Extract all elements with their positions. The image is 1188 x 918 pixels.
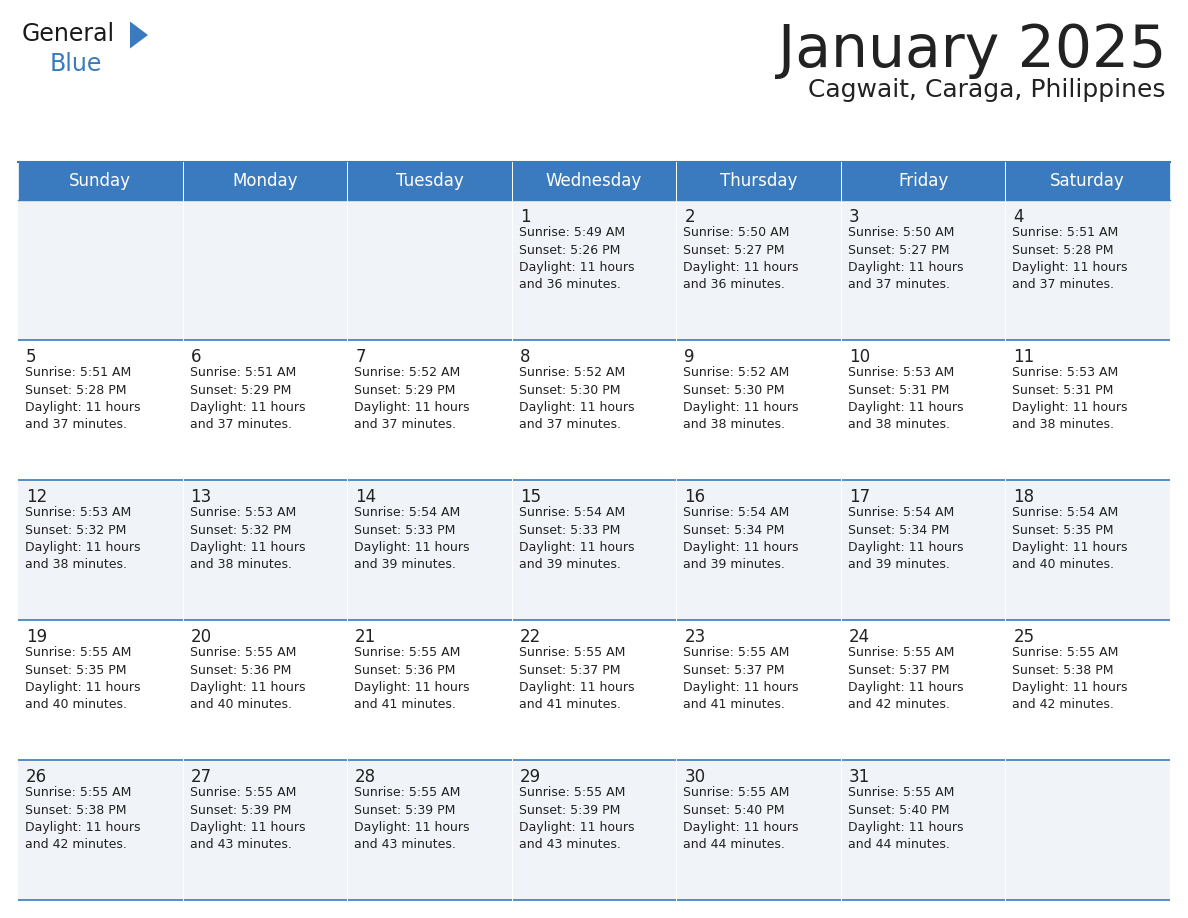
- Bar: [18, 620, 1170, 760]
- Bar: [841, 162, 1005, 200]
- Text: 4: 4: [1013, 208, 1024, 226]
- Text: Sunrise: 5:54 AM
Sunset: 5:34 PM
Daylight: 11 hours
and 39 minutes.: Sunrise: 5:54 AM Sunset: 5:34 PM Dayligh…: [683, 506, 798, 572]
- Text: Sunrise: 5:54 AM
Sunset: 5:33 PM
Daylight: 11 hours
and 39 minutes.: Sunrise: 5:54 AM Sunset: 5:33 PM Dayligh…: [354, 506, 469, 572]
- Text: 9: 9: [684, 348, 695, 366]
- Text: Sunrise: 5:54 AM
Sunset: 5:33 PM
Daylight: 11 hours
and 39 minutes.: Sunrise: 5:54 AM Sunset: 5:33 PM Dayligh…: [519, 506, 634, 572]
- Bar: [512, 162, 676, 200]
- Text: Sunrise: 5:55 AM
Sunset: 5:36 PM
Daylight: 11 hours
and 40 minutes.: Sunrise: 5:55 AM Sunset: 5:36 PM Dayligh…: [190, 646, 305, 711]
- Text: Sunrise: 5:53 AM
Sunset: 5:32 PM
Daylight: 11 hours
and 38 minutes.: Sunrise: 5:53 AM Sunset: 5:32 PM Dayligh…: [190, 506, 305, 572]
- Text: 25: 25: [1013, 628, 1035, 646]
- Text: 23: 23: [684, 628, 706, 646]
- Text: Sunday: Sunday: [69, 172, 132, 190]
- Text: 13: 13: [190, 488, 211, 506]
- Text: Sunrise: 5:53 AM
Sunset: 5:32 PM
Daylight: 11 hours
and 38 minutes.: Sunrise: 5:53 AM Sunset: 5:32 PM Dayligh…: [25, 506, 140, 572]
- Text: Sunrise: 5:55 AM
Sunset: 5:35 PM
Daylight: 11 hours
and 40 minutes.: Sunrise: 5:55 AM Sunset: 5:35 PM Dayligh…: [25, 646, 140, 711]
- Text: 12: 12: [26, 488, 48, 506]
- Text: 21: 21: [355, 628, 377, 646]
- Text: Wednesday: Wednesday: [545, 172, 643, 190]
- Text: Sunrise: 5:52 AM
Sunset: 5:29 PM
Daylight: 11 hours
and 37 minutes.: Sunrise: 5:52 AM Sunset: 5:29 PM Dayligh…: [354, 366, 469, 431]
- Text: 3: 3: [849, 208, 859, 226]
- Bar: [18, 162, 183, 200]
- Text: Sunrise: 5:55 AM
Sunset: 5:37 PM
Daylight: 11 hours
and 41 minutes.: Sunrise: 5:55 AM Sunset: 5:37 PM Dayligh…: [683, 646, 798, 711]
- Text: 10: 10: [849, 348, 870, 366]
- Text: Tuesday: Tuesday: [396, 172, 463, 190]
- Text: Sunrise: 5:55 AM
Sunset: 5:39 PM
Daylight: 11 hours
and 43 minutes.: Sunrise: 5:55 AM Sunset: 5:39 PM Dayligh…: [190, 786, 305, 852]
- Text: 24: 24: [849, 628, 870, 646]
- Text: 31: 31: [849, 768, 870, 786]
- Bar: [347, 162, 512, 200]
- Bar: [18, 340, 1170, 480]
- Text: 20: 20: [190, 628, 211, 646]
- Text: 2: 2: [684, 208, 695, 226]
- Text: 30: 30: [684, 768, 706, 786]
- Text: Sunrise: 5:51 AM
Sunset: 5:28 PM
Daylight: 11 hours
and 37 minutes.: Sunrise: 5:51 AM Sunset: 5:28 PM Dayligh…: [1012, 226, 1127, 292]
- Bar: [18, 480, 1170, 620]
- Text: 1: 1: [519, 208, 530, 226]
- Bar: [18, 200, 1170, 340]
- Text: Sunrise: 5:55 AM
Sunset: 5:36 PM
Daylight: 11 hours
and 41 minutes.: Sunrise: 5:55 AM Sunset: 5:36 PM Dayligh…: [354, 646, 469, 711]
- Text: 29: 29: [519, 768, 541, 786]
- Text: Sunrise: 5:53 AM
Sunset: 5:31 PM
Daylight: 11 hours
and 38 minutes.: Sunrise: 5:53 AM Sunset: 5:31 PM Dayligh…: [1012, 366, 1127, 431]
- Text: Sunrise: 5:52 AM
Sunset: 5:30 PM
Daylight: 11 hours
and 38 minutes.: Sunrise: 5:52 AM Sunset: 5:30 PM Dayligh…: [683, 366, 798, 431]
- Text: Sunrise: 5:52 AM
Sunset: 5:30 PM
Daylight: 11 hours
and 37 minutes.: Sunrise: 5:52 AM Sunset: 5:30 PM Dayligh…: [519, 366, 634, 431]
- Text: Sunrise: 5:55 AM
Sunset: 5:38 PM
Daylight: 11 hours
and 42 minutes.: Sunrise: 5:55 AM Sunset: 5:38 PM Dayligh…: [1012, 646, 1127, 711]
- Text: Sunrise: 5:50 AM
Sunset: 5:27 PM
Daylight: 11 hours
and 37 minutes.: Sunrise: 5:50 AM Sunset: 5:27 PM Dayligh…: [848, 226, 963, 292]
- Bar: [1005, 162, 1170, 200]
- Text: Sunrise: 5:50 AM
Sunset: 5:27 PM
Daylight: 11 hours
and 36 minutes.: Sunrise: 5:50 AM Sunset: 5:27 PM Dayligh…: [683, 226, 798, 292]
- Text: 15: 15: [519, 488, 541, 506]
- Text: Sunrise: 5:55 AM
Sunset: 5:39 PM
Daylight: 11 hours
and 43 minutes.: Sunrise: 5:55 AM Sunset: 5:39 PM Dayligh…: [354, 786, 469, 852]
- Text: Blue: Blue: [50, 52, 102, 76]
- Text: Sunrise: 5:54 AM
Sunset: 5:35 PM
Daylight: 11 hours
and 40 minutes.: Sunrise: 5:54 AM Sunset: 5:35 PM Dayligh…: [1012, 506, 1127, 572]
- Text: 17: 17: [849, 488, 870, 506]
- Bar: [676, 162, 841, 200]
- Text: Sunrise: 5:54 AM
Sunset: 5:34 PM
Daylight: 11 hours
and 39 minutes.: Sunrise: 5:54 AM Sunset: 5:34 PM Dayligh…: [848, 506, 963, 572]
- Text: January 2025: January 2025: [778, 22, 1165, 79]
- Text: 7: 7: [355, 348, 366, 366]
- Text: 28: 28: [355, 768, 377, 786]
- Bar: [183, 162, 347, 200]
- Text: 6: 6: [190, 348, 201, 366]
- Text: Sunrise: 5:51 AM
Sunset: 5:28 PM
Daylight: 11 hours
and 37 minutes.: Sunrise: 5:51 AM Sunset: 5:28 PM Dayligh…: [25, 366, 140, 431]
- Polygon shape: [129, 21, 148, 49]
- Text: Thursday: Thursday: [720, 172, 797, 190]
- Text: Saturday: Saturday: [1050, 172, 1125, 190]
- Text: 26: 26: [26, 768, 48, 786]
- Text: Sunrise: 5:55 AM
Sunset: 5:37 PM
Daylight: 11 hours
and 41 minutes.: Sunrise: 5:55 AM Sunset: 5:37 PM Dayligh…: [519, 646, 634, 711]
- Text: Sunrise: 5:55 AM
Sunset: 5:39 PM
Daylight: 11 hours
and 43 minutes.: Sunrise: 5:55 AM Sunset: 5:39 PM Dayligh…: [519, 786, 634, 852]
- Text: Cagwait, Caraga, Philippines: Cagwait, Caraga, Philippines: [809, 78, 1165, 102]
- Text: 27: 27: [190, 768, 211, 786]
- Text: 18: 18: [1013, 488, 1035, 506]
- Text: 22: 22: [519, 628, 541, 646]
- Text: 8: 8: [519, 348, 530, 366]
- Text: Sunrise: 5:55 AM
Sunset: 5:40 PM
Daylight: 11 hours
and 44 minutes.: Sunrise: 5:55 AM Sunset: 5:40 PM Dayligh…: [683, 786, 798, 852]
- Text: Sunrise: 5:51 AM
Sunset: 5:29 PM
Daylight: 11 hours
and 37 minutes.: Sunrise: 5:51 AM Sunset: 5:29 PM Dayligh…: [190, 366, 305, 431]
- Text: Sunrise: 5:55 AM
Sunset: 5:40 PM
Daylight: 11 hours
and 44 minutes.: Sunrise: 5:55 AM Sunset: 5:40 PM Dayligh…: [848, 786, 963, 852]
- Text: Sunrise: 5:55 AM
Sunset: 5:37 PM
Daylight: 11 hours
and 42 minutes.: Sunrise: 5:55 AM Sunset: 5:37 PM Dayligh…: [848, 646, 963, 711]
- Text: 5: 5: [26, 348, 37, 366]
- Text: Sunrise: 5:49 AM
Sunset: 5:26 PM
Daylight: 11 hours
and 36 minutes.: Sunrise: 5:49 AM Sunset: 5:26 PM Dayligh…: [519, 226, 634, 292]
- Text: General: General: [23, 22, 115, 46]
- Text: 11: 11: [1013, 348, 1035, 366]
- Text: Sunrise: 5:53 AM
Sunset: 5:31 PM
Daylight: 11 hours
and 38 minutes.: Sunrise: 5:53 AM Sunset: 5:31 PM Dayligh…: [848, 366, 963, 431]
- Text: Sunrise: 5:55 AM
Sunset: 5:38 PM
Daylight: 11 hours
and 42 minutes.: Sunrise: 5:55 AM Sunset: 5:38 PM Dayligh…: [25, 786, 140, 852]
- Text: 14: 14: [355, 488, 377, 506]
- Text: 19: 19: [26, 628, 48, 646]
- Bar: [18, 760, 1170, 900]
- Text: 16: 16: [684, 488, 706, 506]
- Text: Friday: Friday: [898, 172, 948, 190]
- Text: Monday: Monday: [232, 172, 298, 190]
